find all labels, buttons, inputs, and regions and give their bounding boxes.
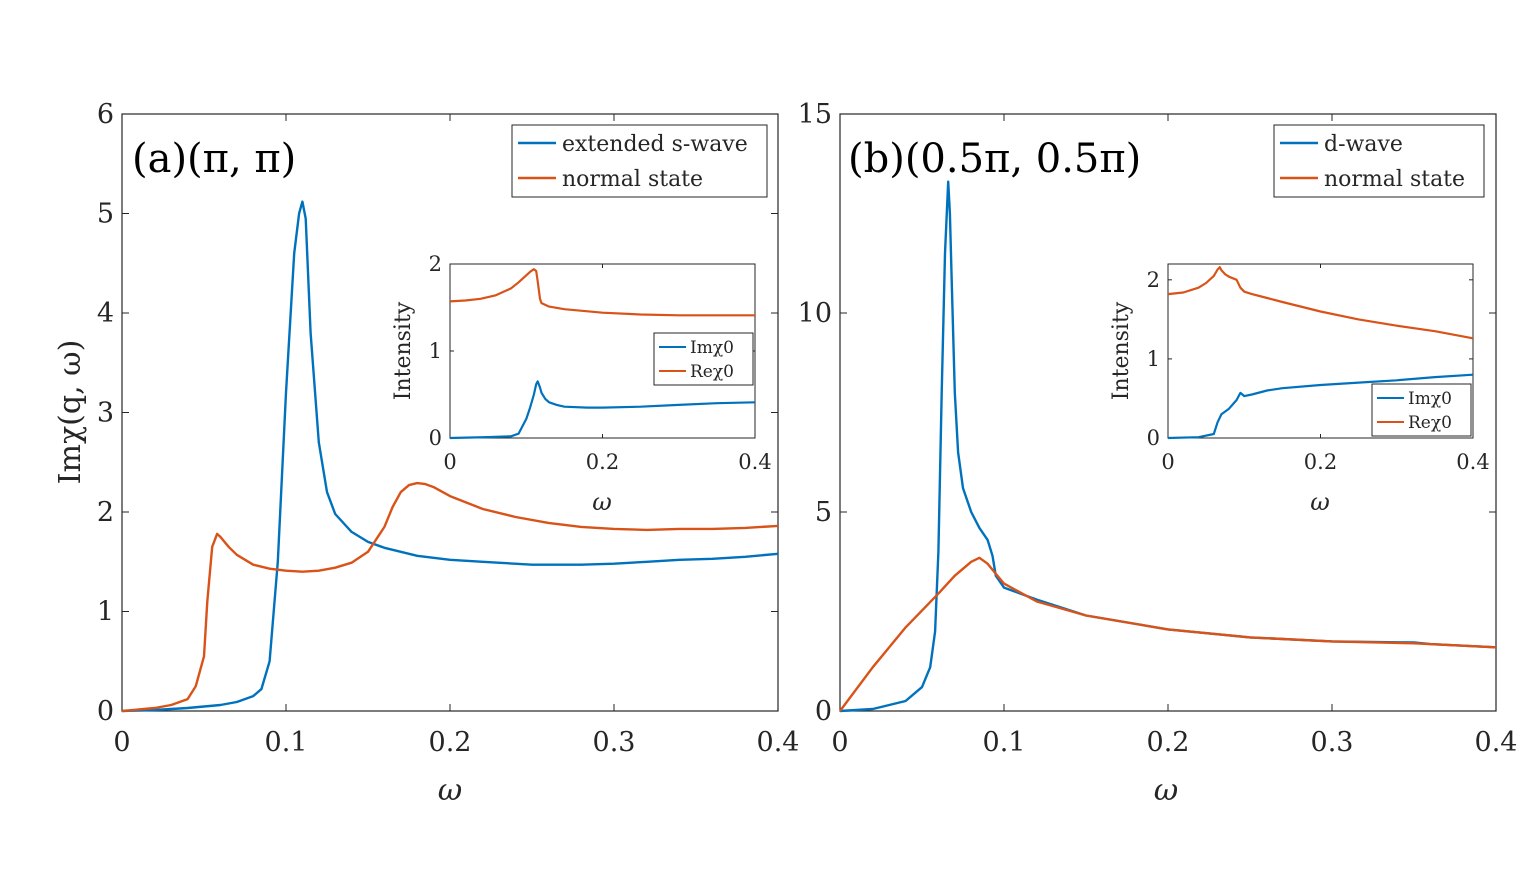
y-tick-label: 2	[1147, 268, 1160, 292]
x-tick-label: 0	[113, 727, 130, 758]
legend-label: normal state	[562, 167, 703, 192]
y-tick-label: 5	[815, 497, 832, 528]
panel-a-inset-series	[449, 268, 756, 440]
panel-b-inset-legend-box	[1371, 383, 1472, 437]
series-line-re-0	[449, 268, 755, 317]
panel-a-inset-legend: Imχ0 Reχ0	[653, 332, 754, 386]
inset-legend-label: Reχ0	[1408, 413, 1452, 433]
y-tick-label: 15	[798, 99, 832, 130]
panel-a-inset-xlabel: ω	[592, 488, 612, 516]
panel-b-inset: 0 0.2 0.4 0 1 2 ω Intensity Imχ0 Reχ0	[1109, 263, 1490, 516]
x-tick-label: 0	[831, 727, 848, 758]
panel-b-inset-ylabel: Intensity	[1109, 301, 1134, 400]
panel-b-inset-xlabel: ω	[1310, 488, 1330, 516]
x-tick-label: 0	[1161, 450, 1174, 474]
x-tick-label: 0.3	[1311, 727, 1354, 758]
panel-a-inset: 0 0.2 0.4 0 1 2 ω Intensity Imχ0 Reχ0	[391, 252, 772, 516]
inset-legend-label: Imχ0	[1408, 389, 1452, 409]
y-tick-label: 5	[97, 199, 114, 230]
series-line-extended-s-wave	[121, 200, 779, 713]
series-line-im-0	[1167, 373, 1474, 440]
panel-b-inset-series	[1167, 266, 1474, 440]
x-tick-label: 0.2	[586, 450, 619, 474]
x-tick-label: 0	[443, 450, 456, 474]
legend-label: d-wave	[1324, 132, 1403, 157]
x-tick-label: 0.2	[1147, 727, 1190, 758]
panel-b-inset-legend: Imχ0 Reχ0	[1371, 383, 1472, 437]
panel-b-inset-ticks: 0 0.2 0.4 0 1 2	[1147, 264, 1490, 474]
panel-b-xlabel: ω	[1154, 773, 1178, 808]
y-tick-label: 0	[429, 426, 442, 450]
y-tick-label: 1	[429, 339, 442, 363]
legend-label: extended s-wave	[562, 132, 748, 157]
x-tick-label: 0.2	[429, 727, 472, 758]
y-tick-label: 2	[429, 252, 442, 276]
panel-b-legend-box	[1273, 124, 1485, 198]
x-tick-label: 0.3	[593, 727, 636, 758]
x-tick-label: 0.1	[983, 727, 1026, 758]
x-tick-label: 0.4	[1456, 450, 1489, 474]
panel-a-inset-ticks: 0 0.2 0.4 0 1 2	[429, 252, 772, 474]
y-tick-label: 3	[97, 398, 114, 429]
panel-a-inset-ylabel: Intensity	[391, 301, 416, 400]
panel-a-xlabel: ω	[438, 773, 462, 808]
y-tick-label: 1	[97, 597, 114, 628]
series-line-normal-state	[839, 556, 1497, 712]
x-tick-label: 0.2	[1304, 450, 1337, 474]
x-tick-label: 0.4	[1475, 727, 1518, 758]
panel-a-legend: extended s-wave normal state	[511, 124, 768, 198]
y-tick-label: 1	[1147, 347, 1160, 371]
y-tick-label: 0	[1147, 426, 1160, 450]
inset-legend-label: Imχ0	[690, 338, 734, 358]
panel-a-inset-legend-box	[653, 332, 754, 386]
panel-a-title: (a)(π, π)	[132, 136, 296, 182]
panel-b-title: (b)(0.5π, 0.5π)	[848, 136, 1141, 182]
panel-b-series	[839, 180, 1497, 713]
legend-label: normal state	[1324, 167, 1465, 192]
x-tick-label: 0.1	[265, 727, 308, 758]
inset-legend-label: Reχ0	[690, 362, 734, 382]
y-tick-label: 4	[97, 298, 114, 329]
panel-a: 0 0.1 0.2 0.3 0.4 0 1 2 3 4 5 6 (a)(π, π) ω Imχ(q, …	[53, 99, 799, 808]
panel-a-ylabel: Imχ(q, ω)	[53, 340, 88, 485]
panel-b-legend: d-wave normal state	[1273, 124, 1485, 198]
y-tick-label: 0	[815, 696, 832, 727]
y-tick-label: 0	[97, 696, 114, 727]
x-tick-label: 0.4	[757, 727, 800, 758]
x-tick-label: 0.4	[738, 450, 771, 474]
panel-a-legend-box	[511, 124, 768, 198]
panel-a-series	[121, 200, 779, 713]
y-tick-label: 2	[97, 497, 114, 528]
series-line-re-0	[1167, 266, 1474, 340]
series-line-im-0	[449, 380, 756, 440]
y-tick-label: 10	[798, 298, 832, 329]
series-line-normal-state	[121, 481, 779, 713]
y-tick-label: 6	[97, 99, 114, 130]
panel-a-ticks: 0 0.1 0.2 0.3 0.4 0 1 2 3 4 5 6	[97, 99, 800, 758]
